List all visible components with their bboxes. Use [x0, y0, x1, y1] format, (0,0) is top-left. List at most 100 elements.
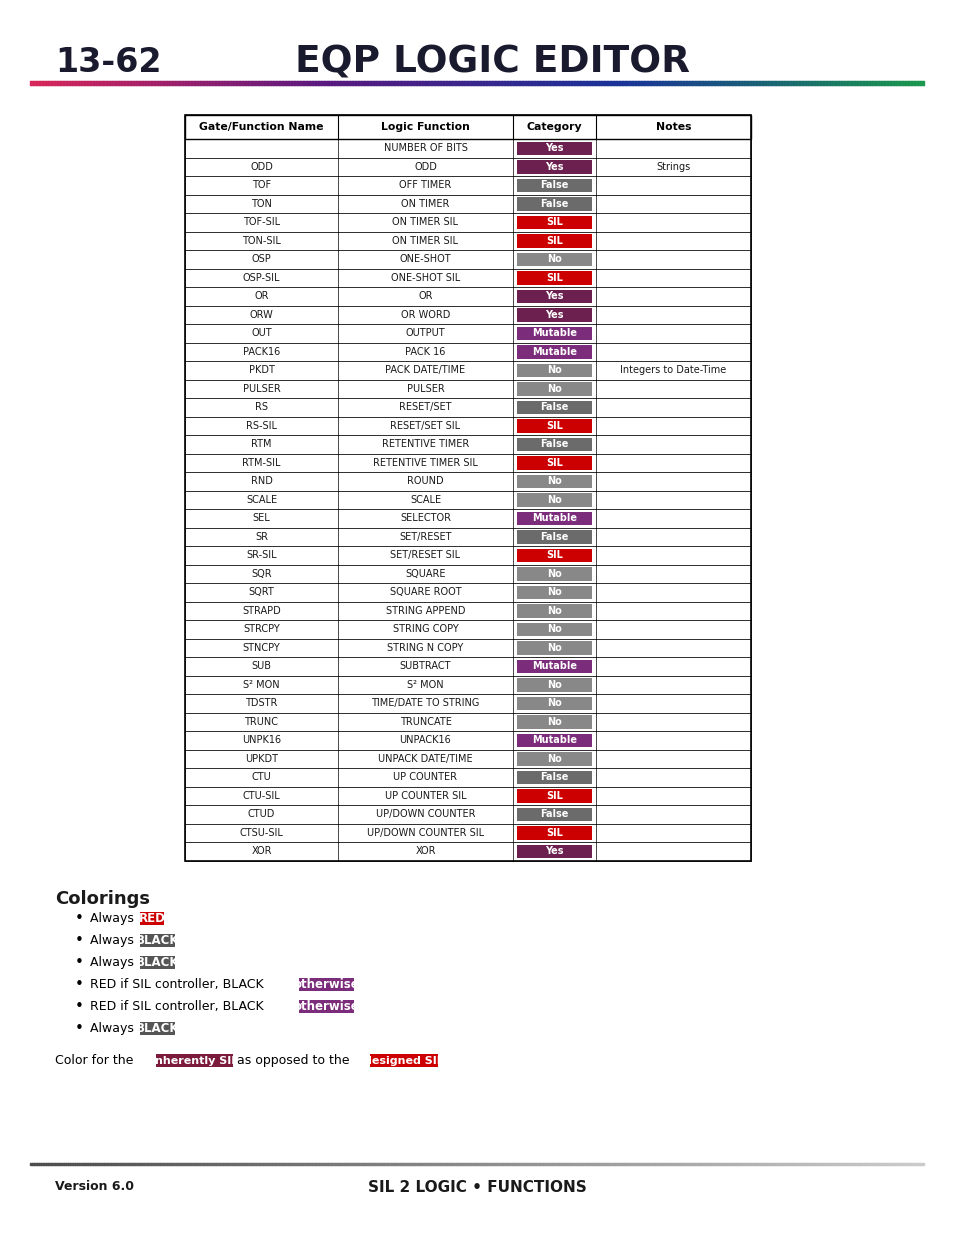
Bar: [185, 416, 750, 435]
Bar: [185, 805, 750, 824]
Text: Color for the: Color for the: [55, 1053, 137, 1067]
Bar: [517, 585, 592, 599]
Bar: [185, 527, 750, 546]
Text: Always: Always: [90, 1023, 138, 1035]
Bar: [517, 845, 592, 858]
Bar: [155, 1055, 233, 1067]
Text: SIL: SIL: [545, 217, 562, 227]
Text: OSP: OSP: [252, 254, 271, 264]
Text: Yes: Yes: [545, 143, 563, 153]
Text: No: No: [547, 716, 561, 726]
Bar: [517, 419, 592, 432]
Bar: [185, 564, 750, 583]
Bar: [517, 326, 592, 340]
Bar: [517, 179, 592, 191]
Text: Yes: Yes: [545, 162, 563, 172]
Bar: [298, 978, 354, 992]
Bar: [185, 731, 750, 750]
Bar: [185, 824, 750, 842]
Text: No: No: [547, 642, 561, 653]
Text: BLACK: BLACK: [135, 1023, 179, 1035]
Text: SIL 2 LOGIC • FUNCTIONS: SIL 2 LOGIC • FUNCTIONS: [367, 1179, 586, 1194]
Text: No: No: [547, 698, 561, 708]
Text: CTU-SIL: CTU-SIL: [242, 790, 280, 800]
Bar: [517, 493, 592, 506]
Text: No: No: [547, 605, 561, 616]
Bar: [185, 435, 750, 453]
Bar: [185, 842, 750, 861]
Text: SQRT: SQRT: [249, 588, 274, 598]
Text: RTM: RTM: [251, 440, 272, 450]
Bar: [185, 620, 750, 638]
Text: UP COUNTER SIL: UP COUNTER SIL: [384, 790, 466, 800]
Text: SUBTRACT: SUBTRACT: [399, 661, 451, 672]
Bar: [517, 530, 592, 543]
Text: RESET/SET SIL: RESET/SET SIL: [390, 421, 460, 431]
Text: EQP LOGIC EDITOR: EQP LOGIC EDITOR: [294, 44, 689, 82]
Text: UNPACK16: UNPACK16: [399, 735, 451, 745]
Text: PULSER: PULSER: [242, 384, 280, 394]
Bar: [517, 252, 592, 266]
Text: XOR: XOR: [251, 846, 272, 856]
Bar: [185, 638, 750, 657]
Text: No: No: [547, 624, 561, 635]
Text: TRUNCATE: TRUNCATE: [399, 716, 451, 726]
Text: TRUNC: TRUNC: [244, 716, 278, 726]
Bar: [185, 750, 750, 768]
Text: ONE-SHOT: ONE-SHOT: [399, 254, 451, 264]
Bar: [517, 382, 592, 395]
Text: SIL: SIL: [545, 790, 562, 800]
Text: False: False: [539, 180, 568, 190]
Text: •: •: [75, 999, 84, 1014]
Text: RED if SIL controller, BLACK: RED if SIL controller, BLACK: [90, 1000, 268, 1013]
Bar: [185, 509, 750, 527]
Bar: [185, 268, 750, 287]
Bar: [185, 694, 750, 713]
Bar: [185, 231, 750, 249]
Text: ONE-SHOT SIL: ONE-SHOT SIL: [391, 273, 459, 283]
Text: Yes: Yes: [545, 291, 563, 301]
Text: •: •: [75, 911, 84, 926]
Bar: [517, 659, 592, 673]
Text: SUB: SUB: [252, 661, 272, 672]
Text: SET/RESET: SET/RESET: [399, 532, 452, 542]
Text: Mutable: Mutable: [532, 514, 577, 524]
Text: XOR: XOR: [415, 846, 436, 856]
Bar: [185, 177, 750, 194]
Bar: [185, 713, 750, 731]
Text: No: No: [547, 679, 561, 690]
Bar: [140, 911, 164, 925]
Text: OSP-SIL: OSP-SIL: [242, 273, 280, 283]
Text: SIL: SIL: [545, 827, 562, 837]
Text: UPKDT: UPKDT: [245, 753, 277, 763]
Text: SR-SIL: SR-SIL: [246, 551, 276, 561]
Text: Inherently SIL: Inherently SIL: [151, 1056, 238, 1066]
Text: ON TIMER SIL: ON TIMER SIL: [392, 217, 458, 227]
Text: False: False: [539, 772, 568, 782]
Text: Always: Always: [90, 956, 138, 969]
Text: STNCPY: STNCPY: [242, 642, 280, 653]
Text: RED: RED: [139, 911, 166, 925]
Bar: [185, 305, 750, 324]
Bar: [185, 768, 750, 787]
Bar: [185, 490, 750, 509]
Text: UNPK16: UNPK16: [242, 735, 281, 745]
Text: TDSTR: TDSTR: [245, 698, 277, 708]
Text: SIL: SIL: [545, 421, 562, 431]
Bar: [185, 398, 750, 416]
Text: Logic Function: Logic Function: [380, 122, 470, 132]
Text: STRING COPY: STRING COPY: [393, 624, 457, 635]
Text: SELECTOR: SELECTOR: [399, 514, 451, 524]
Bar: [185, 472, 750, 490]
Bar: [185, 546, 750, 564]
Text: Category: Category: [526, 122, 581, 132]
Bar: [517, 345, 592, 358]
Bar: [517, 641, 592, 655]
Text: SEL: SEL: [253, 514, 270, 524]
Bar: [517, 734, 592, 747]
Text: CTU: CTU: [252, 772, 271, 782]
Text: SIL: SIL: [545, 236, 562, 246]
Bar: [185, 115, 750, 861]
Text: UP/DOWN COUNTER SIL: UP/DOWN COUNTER SIL: [367, 827, 483, 837]
Text: S² MON: S² MON: [407, 679, 443, 690]
